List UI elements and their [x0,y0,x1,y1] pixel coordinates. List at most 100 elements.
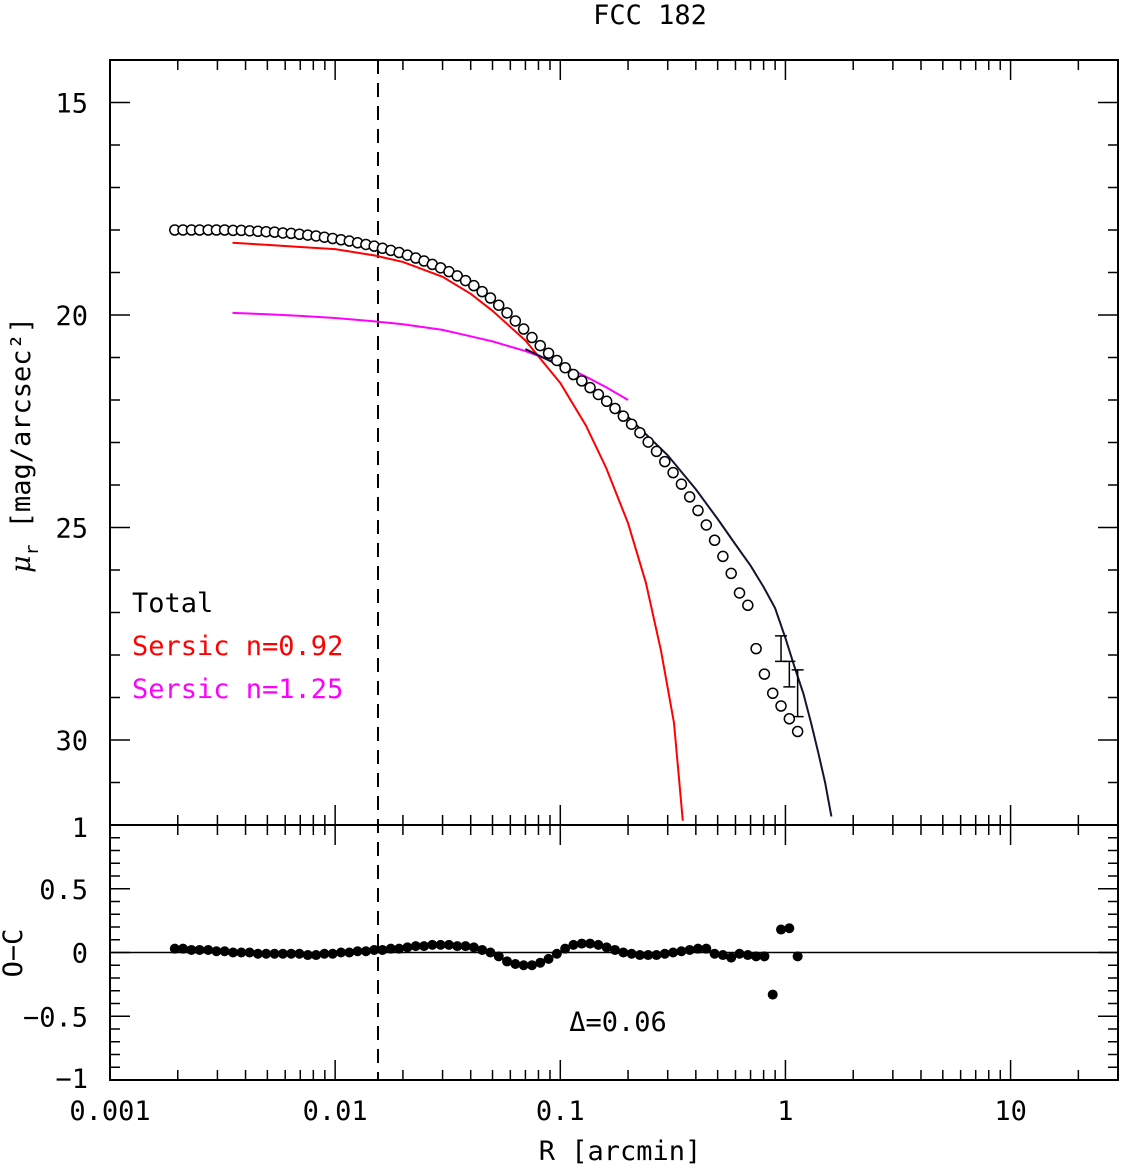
residual-point [377,944,388,955]
total-model-curve [524,348,833,817]
residual-point [427,939,438,950]
residual-point [543,953,554,964]
data-point [717,550,729,563]
residual-point [601,942,612,953]
data-point [600,395,613,408]
lower-y-axis-label: O−C [0,929,29,978]
residual-point [593,939,604,950]
residual-point [294,948,305,959]
residual-point [394,943,405,954]
residual-point [742,950,753,961]
residual-point [194,944,205,955]
data-point [517,323,530,335]
residual-point [551,948,562,959]
residual-point [751,951,762,962]
residual-point [701,943,712,954]
lower-y-tick-label: 0 [72,939,88,970]
residual-point [767,989,778,1000]
data-point [675,478,688,490]
data-point [642,436,654,448]
residual-point [784,923,795,934]
data-point [708,534,721,546]
residual-point [277,948,288,959]
lower-y-tick-label: 0.5 [39,875,88,906]
data-point [534,339,547,352]
residual-point [435,939,446,950]
upper-panel-frame [109,59,1119,826]
upper-y-tick-label: 20 [55,301,88,332]
residual-point [651,950,662,961]
data-point [468,279,480,292]
data-point [659,455,671,468]
residual-point [369,944,380,955]
residual-point [626,948,637,959]
residual-point [261,948,272,959]
plot-layer [110,60,1118,1080]
residual-point [460,941,471,952]
data-point [484,292,497,304]
legend-entry: Sersic n=0.92 [132,631,343,662]
residual-point [717,950,728,961]
residual-point [269,948,280,959]
text-layer: 15 20 25 30 −1 −0.5 0 0.5 1 0.001 0.01 0.1 1 10 FCC 18… [0,0,1027,1167]
residual-point [319,948,330,959]
residual-point [477,944,488,955]
x-tick-label: 0.1 [536,1096,585,1127]
data-point [492,299,505,311]
data-point [584,381,596,394]
residual-point [360,946,371,957]
residual-point [526,960,537,971]
residual-point [410,941,421,952]
x-tick-label: 0.01 [303,1096,368,1127]
residual-point [419,941,430,952]
residual-point [385,943,396,954]
axes-layer [109,59,1119,1081]
upper-y-tick-label: 15 [55,89,88,120]
residual-point [336,947,347,958]
data-point [634,426,646,439]
data-point [509,315,522,327]
residual-point [676,946,687,957]
residual-point [792,951,803,962]
residual-point [692,943,703,954]
chart-title: FCC 182 [593,0,707,31]
x-tick-label: 0.001 [69,1096,150,1127]
y-label-subscript: r [22,544,43,555]
data-point [791,725,804,738]
upper-y-axis-label: μr [mag/arcsec²] [6,317,43,573]
residual-point [502,956,513,967]
data-point [592,388,605,401]
sersic-n092-curve [232,241,684,821]
data-point [617,410,630,422]
residual-point [518,960,529,971]
data-point [559,361,571,374]
data-point [576,375,588,387]
residual-point [219,946,230,957]
residual-point [443,939,454,950]
data-point [775,700,787,712]
residual-point [203,944,214,955]
residual-point [327,948,338,959]
x-tick-label: 10 [994,1096,1027,1127]
lower-y-tick-label: 1 [72,813,88,844]
data-point [609,402,621,415]
residual-point [169,943,180,954]
upper-y-tick-label: 30 [55,726,88,757]
delta-annotation: Δ=0.06 [569,1007,667,1038]
residual-point [776,924,787,935]
data-point [567,368,580,381]
upper-y-tick-label: 25 [55,514,88,545]
data-point [542,347,555,359]
data-point [750,642,762,655]
data-point [700,519,713,531]
residual-point [510,958,521,969]
residual-point [610,944,621,955]
data-point [733,587,746,599]
residual-point [535,957,546,968]
residual-point [236,947,247,958]
lower-y-tick-label: −1 [55,1064,88,1095]
residual-point [352,946,363,957]
residual-point [618,947,629,958]
data-point [692,504,704,517]
